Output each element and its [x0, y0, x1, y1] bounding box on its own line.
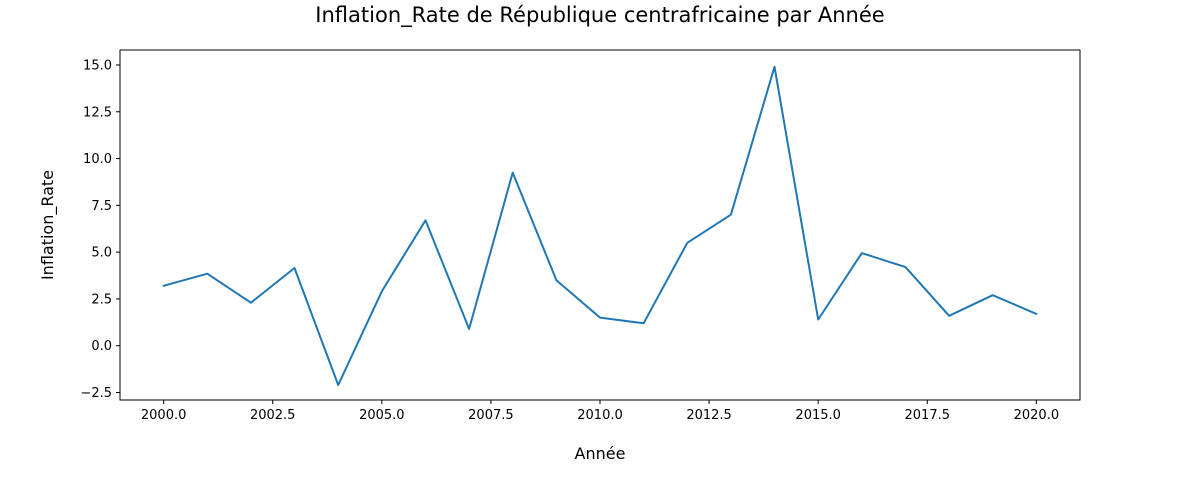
y-tick-label: −2.5: [80, 386, 112, 401]
x-tick-label: 2000.0: [141, 408, 187, 423]
x-tick-label: 2005.0: [359, 408, 405, 423]
y-axis-label: Inflation_Rate: [38, 170, 58, 280]
x-tick-label: 2012.5: [686, 408, 732, 423]
y-tick-label: 12.5: [83, 105, 112, 120]
x-tick-label: 2010.0: [577, 408, 623, 423]
x-axis-label: Année: [575, 444, 626, 463]
plot-area: 2000.0 2002.5 2005.0 2007.5 2010.0 2012.5 2015…: [80, 49, 1081, 423]
chart-title: Inflation_Rate de République centrafrica…: [315, 3, 884, 28]
x-tick-label: 2017.5: [905, 408, 951, 423]
y-tick-label: 5.0: [91, 246, 112, 261]
x-tick-label: 2015.0: [795, 408, 841, 423]
plot-frame: [119, 49, 1081, 401]
y-tick-label: 0.0: [91, 339, 112, 354]
y-tick-label: 7.5: [91, 199, 112, 214]
series-line: [162, 65, 1038, 386]
y-tick-label: 2.5: [91, 292, 112, 307]
y-tick-label: 15.0: [83, 58, 112, 73]
x-tick-label: 2020.0: [1014, 408, 1060, 423]
y-tick-label: 10.0: [83, 152, 112, 167]
x-tick-label: 2002.5: [250, 408, 296, 423]
x-tick-label: 2007.5: [468, 408, 514, 423]
